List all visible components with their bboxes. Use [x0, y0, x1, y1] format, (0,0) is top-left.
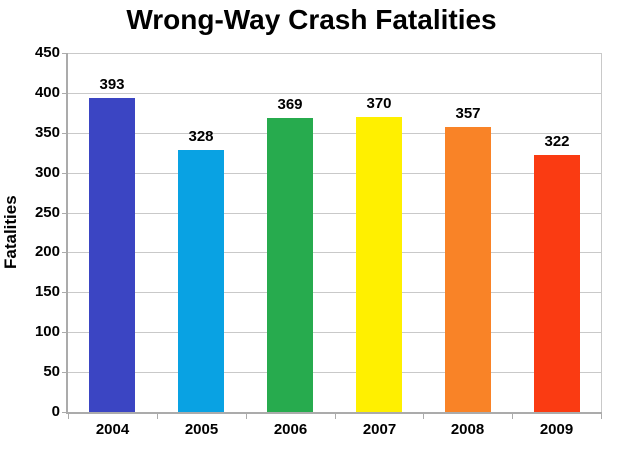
x-axis-tick: [335, 414, 336, 419]
x-axis-tick: [68, 414, 69, 419]
x-tick-label: 2005: [184, 421, 219, 438]
bar-value-label: 369: [277, 96, 303, 113]
y-tick-label: 450: [34, 44, 60, 61]
y-axis-tick: [62, 133, 68, 134]
y-tick-label: 0: [51, 403, 60, 420]
y-tick-label: 400: [34, 84, 60, 101]
x-tick-label: 2004: [95, 421, 130, 438]
gridline: [68, 332, 601, 333]
y-axis-tick: [62, 412, 68, 413]
bar-2005: [178, 150, 224, 412]
gridline: [68, 53, 601, 54]
y-axis-tick: [62, 372, 68, 373]
y-tick-label: 100: [34, 323, 60, 340]
x-tick-label: 2008: [450, 421, 485, 438]
gridline: [68, 173, 601, 174]
y-axis-tick: [62, 93, 68, 94]
bar-2004: [89, 98, 135, 412]
y-axis-tick: [62, 213, 68, 214]
x-tick-label: 2006: [273, 421, 308, 438]
gridline: [68, 372, 601, 373]
y-tick-label: 50: [43, 363, 60, 380]
y-tick-label: 150: [34, 283, 60, 300]
y-tick-label: 200: [34, 243, 60, 260]
bar-value-label: 393: [99, 76, 125, 93]
bar-2009: [534, 155, 580, 412]
x-tick-label: 2007: [362, 421, 397, 438]
bar-value-label: 370: [366, 95, 392, 112]
gridline: [68, 292, 601, 293]
gridline: [68, 133, 601, 134]
y-axis-tick: [62, 292, 68, 293]
y-axis-line: [66, 53, 68, 414]
chart-title: Wrong-Way Crash Fatalities: [126, 4, 497, 35]
x-axis-line: [66, 412, 602, 414]
gridline: [68, 252, 601, 253]
plot-right-border: [601, 53, 602, 412]
x-axis-tick: [246, 414, 247, 419]
bar-2008: [445, 127, 491, 412]
y-axis-tick: [62, 173, 68, 174]
bar-2007: [356, 117, 402, 412]
x-axis-tick: [157, 414, 158, 419]
y-tick-label: 300: [34, 164, 60, 181]
y-axis-tick: [62, 53, 68, 54]
x-tick-label: 2009: [539, 421, 574, 438]
y-axis-title: Fatalities: [1, 195, 20, 270]
bar-2006: [267, 118, 313, 412]
x-axis-tick: [601, 414, 602, 419]
bar-value-label: 328: [188, 128, 214, 145]
y-axis-tick: [62, 332, 68, 333]
gridline: [68, 213, 601, 214]
gridline: [68, 93, 601, 94]
bar-value-label: 322: [544, 133, 570, 150]
y-tick-label: 350: [34, 124, 60, 141]
x-axis-tick: [423, 414, 424, 419]
bar-value-label: 357: [455, 105, 481, 122]
y-axis-tick: [62, 252, 68, 253]
x-axis-tick: [512, 414, 513, 419]
y-tick-label: 250: [34, 204, 60, 221]
